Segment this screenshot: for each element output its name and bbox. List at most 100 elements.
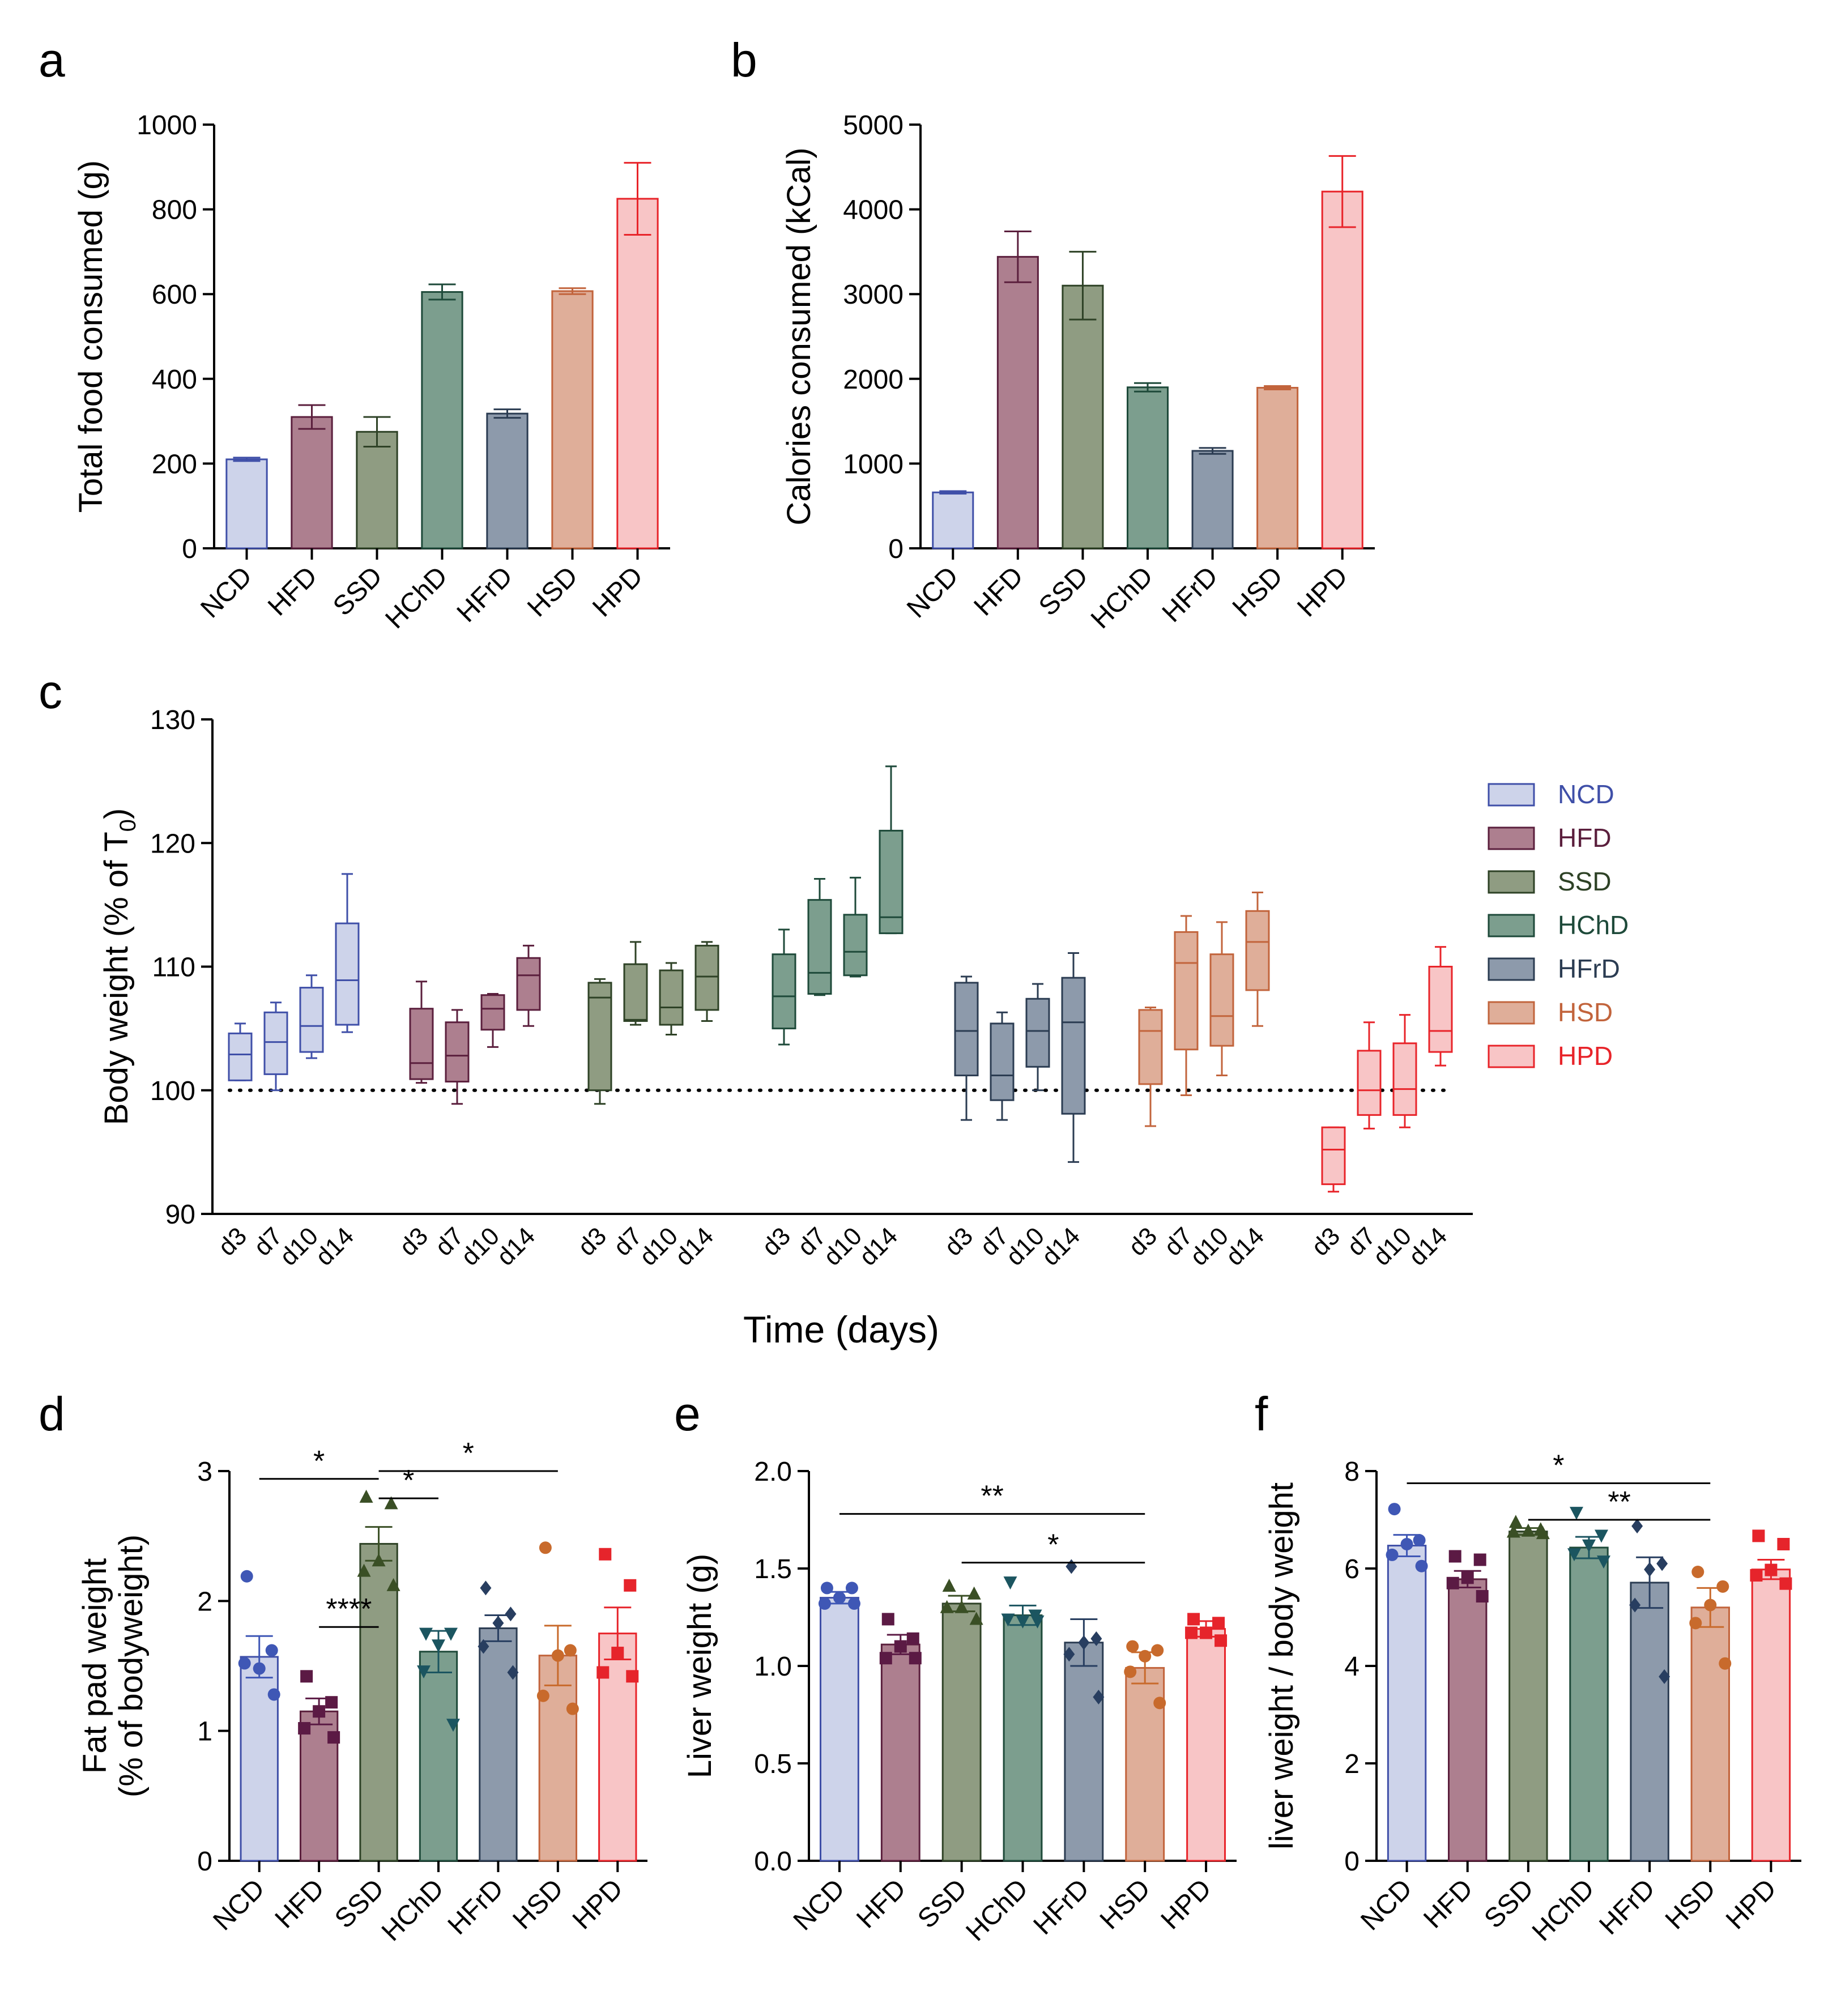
legend-label: SSD	[1558, 867, 1612, 896]
bar-HFrD	[486, 412, 529, 549]
box-HSD-d14	[1245, 892, 1270, 1027]
data-point-HPD	[1777, 1538, 1790, 1550]
x-tick-label-HFD: HFD	[270, 1873, 330, 1934]
x-tick-label-HChD: HChD	[1085, 561, 1159, 634]
significance-label: *	[403, 1464, 414, 1497]
data-point-HPD	[1185, 1626, 1198, 1639]
x-tick-label-HPD: HPD	[1292, 561, 1353, 623]
y-axis-title-end: )	[98, 808, 135, 819]
data-point-HPD	[1779, 1577, 1792, 1590]
y-tick-label: 6	[1344, 1554, 1360, 1584]
significance-label: ****	[326, 1593, 372, 1626]
data-point-NCD	[1386, 1548, 1399, 1561]
box-HChD-d3	[772, 928, 796, 1046]
data-point-HChD	[1001, 1613, 1015, 1627]
bar-HSD	[1125, 1666, 1165, 1862]
x-tick-label-NCD: NCD	[788, 1873, 851, 1936]
significance-bracket: *	[259, 1445, 379, 1480]
data-point-HFrD	[480, 1580, 492, 1596]
data-point-HFrD	[1093, 1690, 1105, 1705]
data-point-HPD	[1187, 1613, 1200, 1626]
error-bar-HPD	[1328, 155, 1356, 228]
box-HChD-d7	[807, 878, 832, 996]
bar-HSD	[538, 1655, 578, 1862]
data-point-HFrD	[1063, 1647, 1075, 1662]
panel-label-b: b	[731, 33, 757, 87]
data-point-HSD	[564, 1644, 577, 1657]
data-point-HFD	[313, 1705, 326, 1718]
box-SSD-d3	[587, 978, 612, 1105]
box-body	[1245, 910, 1270, 991]
data-point-NCD	[1388, 1503, 1401, 1516]
y-axis-title: Total food consumed (g)	[73, 160, 109, 513]
x-tick-label-HFrD: HFrD	[1157, 561, 1224, 628]
legend-swatch	[1488, 1045, 1535, 1068]
y-tick-label: 1000	[843, 449, 904, 479]
bar-HSD	[1256, 387, 1299, 549]
data-point-HFrD	[1631, 1519, 1643, 1534]
x-tick-label-HPD: HPD	[567, 1873, 629, 1935]
y-axis-title: Body weight (% of T0)	[98, 808, 140, 1126]
y-tick-label: 0	[197, 1847, 212, 1877]
error-bar-HSD	[559, 287, 586, 295]
error-bar-NCD	[233, 457, 261, 462]
error-bar-SSD	[1069, 250, 1097, 321]
data-point-HFrD	[1656, 1556, 1668, 1571]
y-axis-title: Fat pad weight	[76, 1558, 113, 1774]
box-body	[954, 982, 979, 1077]
bar-HChD	[421, 291, 463, 549]
box-HSD-d10	[1209, 921, 1234, 1077]
y-axis-title: Liver weight (g)	[681, 1554, 718, 1778]
bar-NCD	[1387, 1545, 1427, 1862]
box-body	[1025, 998, 1050, 1068]
x-tick-label-HSD: HSD	[1227, 561, 1289, 623]
data-point-HFrD	[1066, 1559, 1077, 1574]
x-tick-label-HPD: HPD	[1156, 1873, 1217, 1935]
x-tick-label-NCD: NCD	[207, 1873, 270, 1936]
data-point-SSD	[967, 1586, 981, 1600]
x-tick-label-HFD: HFD	[968, 561, 1029, 621]
data-point-HFD	[1476, 1590, 1489, 1603]
bar-HFD	[1448, 1578, 1488, 1862]
box-HFrD-d14	[1061, 952, 1086, 1163]
y-tick-label: 120	[150, 829, 195, 859]
significance-bracket: **	[839, 1480, 1145, 1515]
bar-HPD	[1321, 190, 1363, 549]
data-point-HFrD	[505, 1606, 517, 1622]
data-point-NCD	[845, 1582, 858, 1595]
data-point-NCD	[265, 1644, 278, 1657]
y-tick-label: 0.0	[754, 1847, 792, 1877]
error-bar-HFD	[1004, 230, 1032, 283]
bar-HChD	[1126, 386, 1169, 549]
legend-item-HSD: HSD	[1488, 998, 1613, 1027]
data-point-HFrD	[492, 1616, 504, 1631]
box-NCD-d14	[335, 873, 360, 1033]
data-point-HFD	[298, 1722, 311, 1735]
data-point-HSD	[1704, 1599, 1717, 1612]
error-bar-HFrD	[1199, 447, 1226, 455]
x-tick-label-HFrD: HFrD	[1028, 1873, 1096, 1941]
bar-HFrD	[1064, 1642, 1104, 1862]
data-point-HSD	[1139, 1650, 1152, 1663]
box-body	[1174, 931, 1199, 1051]
legend-item-NCD: NCD	[1488, 779, 1614, 809]
data-point-SSD	[359, 1489, 373, 1503]
box-SSD-d14	[694, 941, 719, 1022]
box-body	[1357, 1050, 1382, 1116]
y-tick-label: 3	[197, 1457, 212, 1487]
y-tick-label: 600	[152, 280, 197, 310]
error-bar-HFrD	[493, 408, 521, 419]
y-tick-label: 4	[1344, 1652, 1360, 1682]
error-bar-HSD	[1264, 385, 1292, 390]
data-point-NCD	[1413, 1534, 1426, 1547]
data-point-HFrD	[1644, 1562, 1656, 1577]
y-tick-label: 1.5	[754, 1554, 792, 1584]
x-tick-label-HPD: HPD	[1720, 1873, 1782, 1935]
box-HFD-d7	[445, 1009, 470, 1105]
data-point-HFrD	[1078, 1635, 1090, 1650]
y-tick-label: 0	[888, 534, 904, 564]
data-point-HChD	[1595, 1529, 1608, 1543]
x-tick-label-SSD: SSD	[1033, 561, 1094, 621]
bar-HFD	[996, 255, 1039, 549]
box-body	[623, 963, 648, 1022]
